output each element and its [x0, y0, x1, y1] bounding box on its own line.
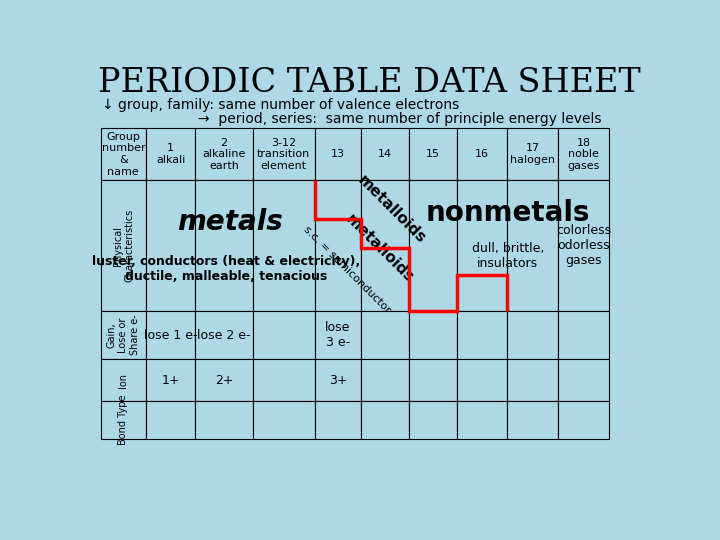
- Text: Physical
Characteristics: Physical Characteristics: [112, 209, 134, 282]
- Text: PERIODIC TABLE DATA SHEET: PERIODIC TABLE DATA SHEET: [98, 68, 640, 99]
- Bar: [558, 359, 609, 401]
- Bar: [361, 180, 409, 311]
- Bar: [253, 128, 315, 180]
- Bar: [145, 401, 195, 439]
- Bar: [195, 359, 253, 401]
- Bar: [507, 128, 558, 180]
- Bar: [409, 311, 457, 359]
- Text: 14: 14: [378, 149, 392, 159]
- Bar: [507, 311, 558, 359]
- Bar: [507, 401, 558, 439]
- Text: metalloids: metalloids: [354, 172, 428, 246]
- Bar: [101, 180, 145, 311]
- Bar: [409, 180, 457, 311]
- Bar: [457, 359, 507, 401]
- Text: luster, conductors (heat & electricity),
ductile, malleable, tenacious: luster, conductors (heat & electricity),…: [92, 255, 361, 284]
- Text: →  period, series:  same number of principle energy levels: → period, series: same number of princip…: [198, 112, 602, 126]
- Bar: [145, 128, 195, 180]
- Bar: [101, 128, 145, 180]
- Bar: [315, 401, 361, 439]
- Text: dull, brittle,
insulators: dull, brittle, insulators: [472, 242, 544, 270]
- Bar: [253, 180, 315, 311]
- Text: lose 2 e-: lose 2 e-: [197, 328, 251, 342]
- Text: metals: metals: [177, 208, 283, 236]
- Bar: [361, 401, 409, 439]
- Bar: [315, 359, 361, 401]
- Text: 2+: 2+: [215, 374, 233, 387]
- Bar: [361, 359, 409, 401]
- Text: metalloids: metalloids: [343, 212, 416, 285]
- Text: 2
alkaline
earth: 2 alkaline earth: [202, 138, 246, 171]
- Bar: [145, 311, 195, 359]
- Bar: [361, 128, 409, 180]
- Bar: [101, 359, 145, 401]
- Bar: [101, 401, 145, 439]
- Bar: [507, 359, 558, 401]
- Text: ↓ group, family: same number of valence electrons: ↓ group, family: same number of valence …: [102, 98, 459, 112]
- Bar: [558, 311, 609, 359]
- Text: Ion: Ion: [118, 373, 128, 388]
- Text: 3-12
transition
element: 3-12 transition element: [257, 138, 310, 171]
- Bar: [253, 311, 315, 359]
- Bar: [409, 401, 457, 439]
- Text: nonmetals: nonmetals: [426, 199, 590, 227]
- Text: 17
halogen: 17 halogen: [510, 143, 555, 165]
- Bar: [145, 359, 195, 401]
- Bar: [457, 180, 507, 311]
- Bar: [507, 180, 558, 311]
- Text: colorless
odorless
gases: colorless odorless gases: [556, 224, 611, 267]
- Bar: [315, 128, 361, 180]
- Text: 13: 13: [331, 149, 345, 159]
- Bar: [361, 311, 409, 359]
- Bar: [315, 311, 361, 359]
- Text: s.c. = semiconductor: s.c. = semiconductor: [301, 224, 392, 315]
- Text: 1+: 1+: [161, 374, 180, 387]
- Bar: [457, 401, 507, 439]
- Bar: [195, 128, 253, 180]
- Bar: [253, 359, 315, 401]
- Bar: [409, 128, 457, 180]
- Text: 18
noble
gases: 18 noble gases: [567, 138, 600, 171]
- Text: lose
3 e-: lose 3 e-: [325, 321, 351, 349]
- Text: 15: 15: [426, 149, 441, 159]
- Bar: [145, 180, 195, 311]
- Bar: [195, 401, 253, 439]
- Text: Bond Type: Bond Type: [118, 395, 128, 446]
- Bar: [315, 180, 361, 311]
- Text: Gain,
Lose or
Share e-: Gain, Lose or Share e-: [107, 315, 140, 355]
- Text: 3+: 3+: [329, 374, 347, 387]
- Bar: [457, 128, 507, 180]
- Bar: [195, 180, 253, 311]
- Text: 16: 16: [475, 149, 489, 159]
- Text: Group
number
&
name: Group number & name: [102, 132, 145, 177]
- Bar: [558, 180, 609, 311]
- Bar: [409, 359, 457, 401]
- Bar: [253, 401, 315, 439]
- Bar: [101, 311, 145, 359]
- Text: lose 1 e-: lose 1 e-: [144, 328, 197, 342]
- Bar: [558, 128, 609, 180]
- Bar: [195, 311, 253, 359]
- Bar: [457, 311, 507, 359]
- Text: 1
alkali: 1 alkali: [156, 143, 185, 165]
- Bar: [558, 401, 609, 439]
